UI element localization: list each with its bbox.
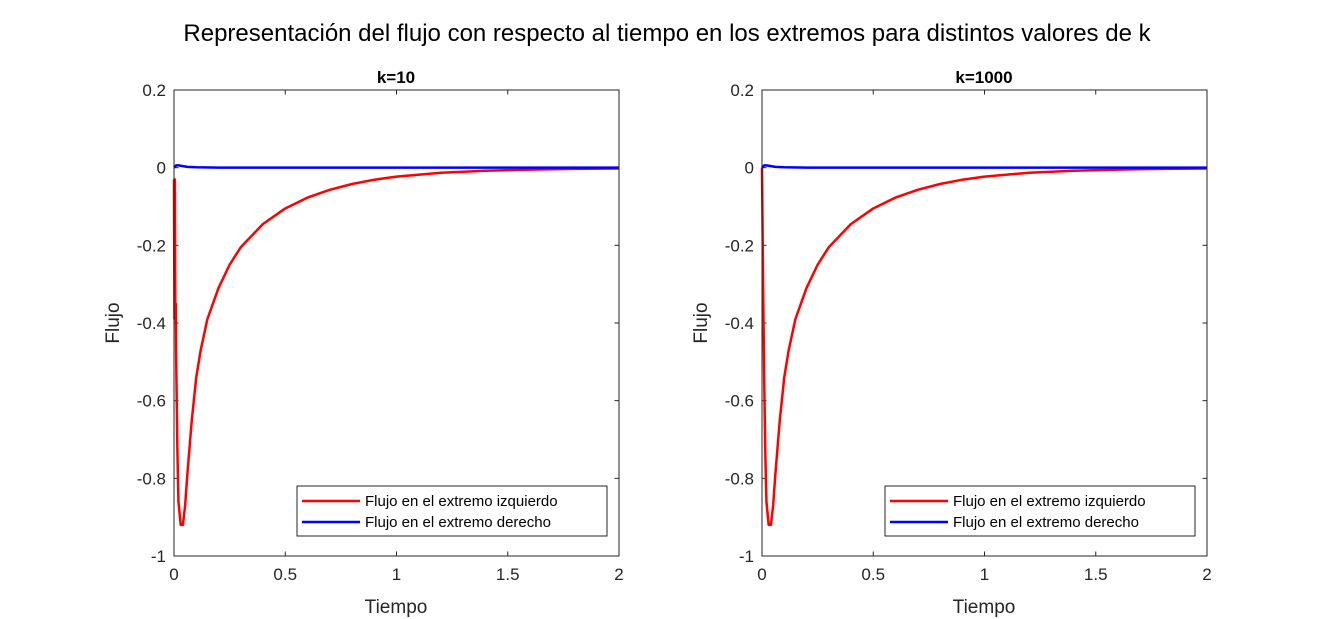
x-tick-label: 2 (614, 565, 623, 584)
axes-frame (173, 89, 620, 557)
x-tick-label: 0 (169, 565, 178, 584)
series-line-right (761, 164, 1207, 169)
figure-title: Representación del flujo con respecto al… (183, 20, 1151, 47)
x-tick-label: 1 (980, 565, 989, 584)
y-tick-label: -1 (739, 547, 754, 566)
x-tick-label: 2 (1202, 565, 1211, 584)
y-tick-label: -0.4 (725, 314, 754, 333)
series-lines (760, 164, 1208, 527)
x-tick-label: 1.5 (1084, 565, 1108, 584)
series-line-left (760, 167, 1208, 527)
y-tick-label: -0.6 (137, 392, 166, 411)
x-axis-label: Tiempo (953, 597, 1016, 618)
legend-entry-left: Flujo en el extremo izquierdo (365, 493, 558, 510)
legend-box (296, 485, 608, 537)
x-tick-label: 1 (392, 565, 401, 584)
x-tick-label: 0.5 (861, 565, 885, 584)
legend-entry-left: Flujo en el extremo izquierdo (953, 493, 1146, 510)
y-axis-label: Flujo (691, 302, 712, 343)
x-axis-label: Tiempo (365, 597, 428, 618)
series-line-left (172, 167, 620, 527)
legend: Flujo en el extremo izquierdo Flujo en e… (296, 485, 608, 537)
subplot-title: k=1000 (955, 68, 1012, 87)
series-lines (172, 164, 620, 527)
legend-entry-right: Flujo en el extremo derecho (953, 514, 1139, 531)
y-tick-label: -1 (151, 547, 166, 566)
y-tick-label: 0 (745, 159, 754, 178)
ticks: 0 0.5 1 1.5 2 -1 -0.8 -0.6 -0.4 -0.2 0 0.2 (137, 81, 624, 584)
ticks: 0 0.5 1 1.5 2 -1 -0.8 -0.6 -0.4 -0.2 0 0.2 (725, 81, 1212, 584)
y-tick-label: -0.2 (137, 236, 166, 255)
axes-frame (761, 89, 1208, 557)
y-tick-label: -0.8 (137, 469, 166, 488)
y-tick-label: -0.6 (725, 392, 754, 411)
x-tick-label: 1.5 (496, 565, 520, 584)
legend-entry-right: Flujo en el extremo derecho (365, 514, 551, 531)
subplot-k10: k=10 Tiempo Flujo 0 0.5 1 1.5 2 -1 -0.8 -0.6 -0.… (103, 68, 624, 618)
subplot-title: k=10 (377, 68, 415, 87)
legend-box (884, 485, 1196, 537)
y-tick-label: -0.2 (725, 236, 754, 255)
y-axis-label: Flujo (103, 302, 124, 343)
x-tick-label: 0.5 (273, 565, 297, 584)
y-tick-label: 0.2 (142, 81, 166, 100)
subplot-k1000: k=1000 Tiempo Flujo 0 0.5 1 1.5 2 -1 -0.8 -0.6 -… (691, 68, 1212, 618)
y-tick-label: 0.2 (730, 81, 754, 100)
y-tick-label: -0.4 (137, 314, 166, 333)
y-tick-label: 0 (157, 159, 166, 178)
series-line-right (173, 164, 619, 169)
x-tick-label: 0 (757, 565, 766, 584)
legend: Flujo en el extremo izquierdo Flujo en e… (884, 485, 1196, 537)
y-tick-label: -0.8 (725, 469, 754, 488)
